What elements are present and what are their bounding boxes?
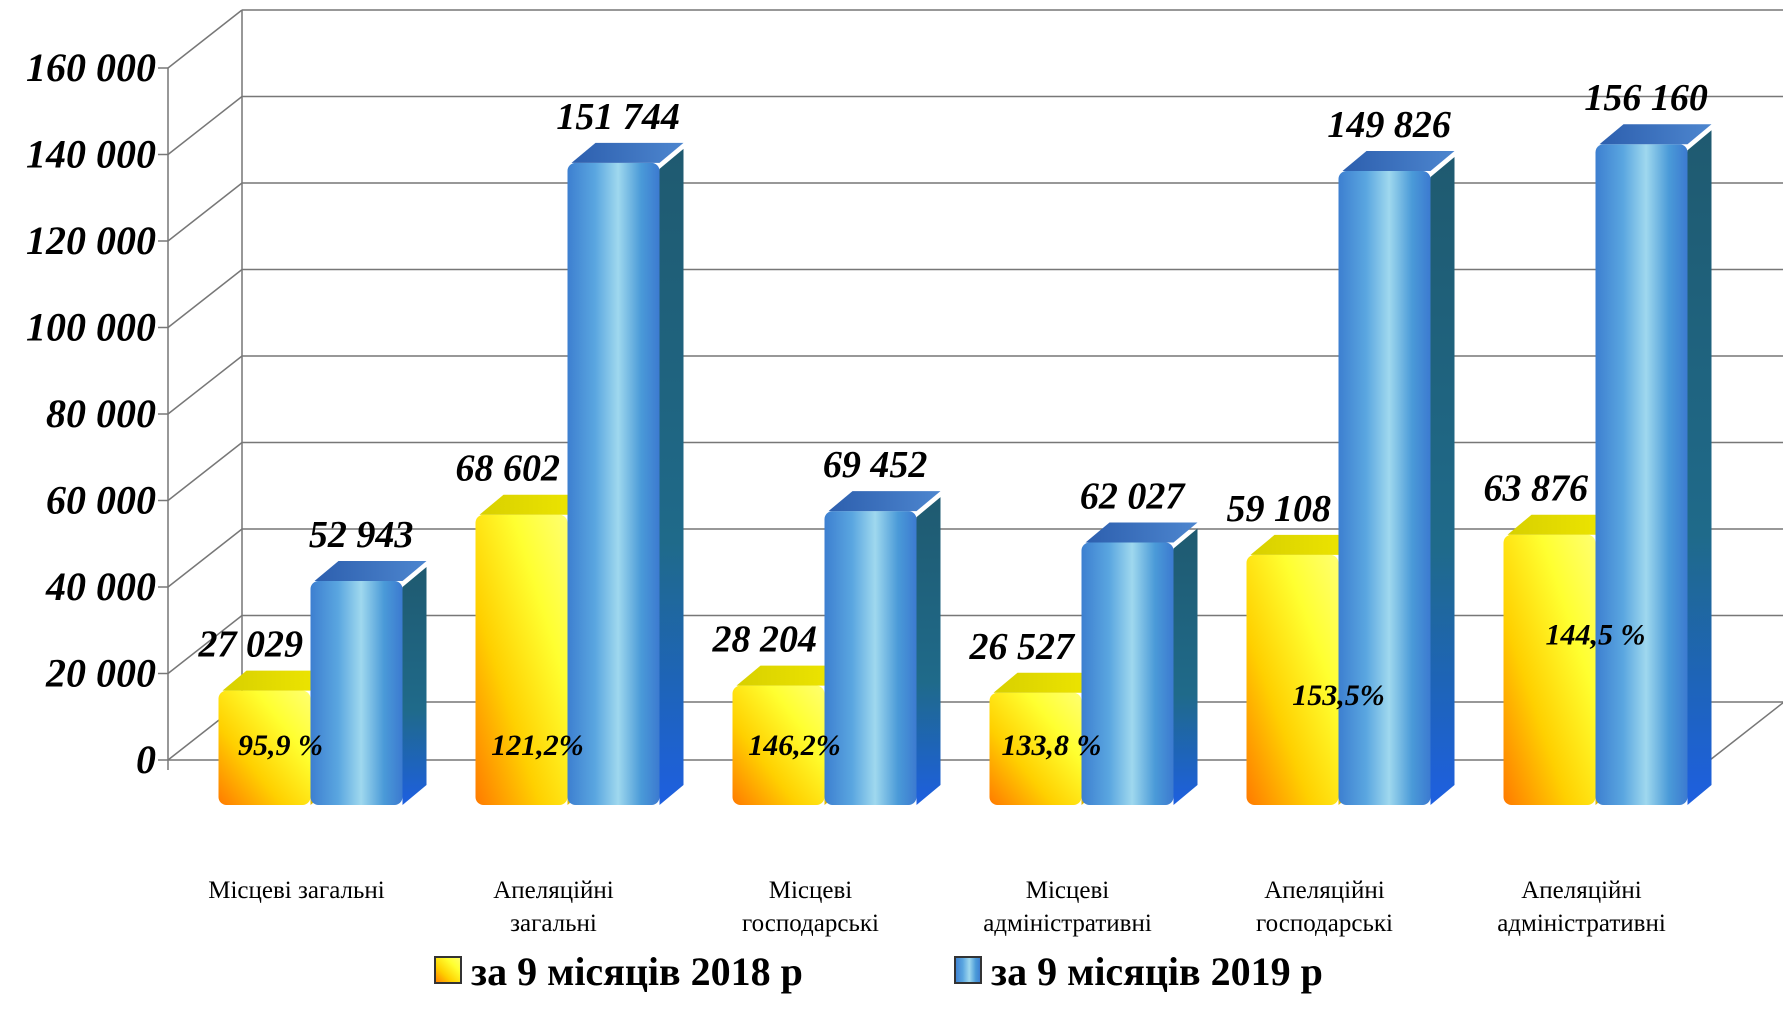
category-label: господарські (1256, 910, 1393, 937)
value-label: 69 452 (823, 444, 928, 486)
legend-swatch (434, 956, 462, 984)
value-label: 27 029 (197, 624, 303, 666)
value-label: 26 527 (968, 626, 1076, 668)
grid-diagonal (167, 614, 243, 675)
bar-front (989, 692, 1082, 805)
category-label: Місцеві (769, 877, 853, 904)
bar-top (828, 491, 941, 512)
value-label: 59 108 (1226, 488, 1331, 530)
category-label: адміністративні (983, 910, 1152, 937)
category-label: господарські (742, 910, 879, 937)
bar-front (732, 685, 825, 805)
bar-side (402, 566, 427, 805)
bar-top (222, 670, 335, 691)
value-label: 28 204 (711, 619, 817, 661)
percent-annotation: 133,8 % (1002, 729, 1102, 762)
value-label: 149 826 (1327, 104, 1451, 146)
percent-annotation: 121,2% (491, 729, 584, 762)
percent-annotation: 146,2% (748, 729, 841, 762)
bar-2019 (1338, 151, 1455, 806)
legend-swatch (954, 956, 982, 984)
category-label: Місцеві (1026, 877, 1110, 904)
value-label: 156 160 (1584, 77, 1708, 119)
y-tick-label: 20 000 (45, 651, 156, 696)
category-label: Апеляційні (1264, 877, 1385, 904)
y-tick-label: 60 000 (46, 478, 156, 523)
bar-front (475, 514, 568, 805)
bar-top (571, 142, 684, 163)
bar-top (1085, 522, 1198, 543)
bar-2019 (310, 560, 427, 805)
legend-item: за 9 місяців 2018 р (434, 949, 803, 994)
bar-side (1687, 130, 1712, 806)
percent-annotation: 144,5 % (1546, 619, 1646, 652)
bar-2019 (1595, 124, 1712, 806)
legend-label: за 9 місяців 2019 р (991, 949, 1323, 994)
value-label: 62 027 (1080, 476, 1187, 518)
y-tick-label: 80 000 (46, 391, 156, 436)
grid-diagonal (167, 268, 243, 329)
bar-front (567, 162, 660, 805)
bar-side (1430, 157, 1455, 806)
bar-top (1599, 124, 1712, 145)
grid-diagonal (167, 9, 243, 69)
category-label: Місцеві загальні (208, 877, 385, 904)
category-label: Апеляційні (493, 877, 614, 904)
value-label: 68 602 (455, 448, 560, 490)
bar-front (1338, 171, 1431, 806)
floor-edge (1709, 701, 1783, 761)
grid-diagonal (167, 528, 243, 588)
bar-front (1246, 554, 1339, 805)
value-label: 52 943 (309, 514, 414, 556)
bar-front (1081, 542, 1174, 805)
category-label: загальні (510, 910, 597, 937)
grid-diagonal (167, 95, 243, 156)
bar-top (993, 672, 1106, 693)
bar-top (736, 665, 849, 686)
category-label: Апеляційні (1521, 877, 1642, 904)
legend-item: за 9 місяців 2019 р (954, 949, 1323, 994)
y-tick-label: 140 000 (26, 132, 156, 177)
bar-front (1595, 144, 1688, 806)
bar-front (218, 690, 311, 805)
bar-2019 (824, 491, 941, 805)
value-label: 151 744 (556, 96, 680, 138)
y-tick-label: 40 000 (45, 564, 156, 609)
bar-front (1503, 534, 1596, 805)
y-tick-label: 100 000 (26, 305, 156, 350)
bar-side (659, 148, 684, 805)
grid-diagonal (167, 441, 243, 502)
category-label: адміністративні (1497, 910, 1666, 937)
bar-top (1250, 534, 1363, 555)
bar-top (479, 494, 592, 515)
bar-top (314, 560, 427, 581)
bar-side (1173, 528, 1198, 805)
bar-top (1342, 151, 1455, 172)
bar-top (1507, 514, 1620, 535)
bar-front (824, 511, 917, 805)
bar-2019 (1081, 522, 1198, 805)
y-tick-label: 120 000 (26, 218, 156, 263)
bar-front (310, 580, 403, 805)
percent-annotation: 153,5% (1292, 679, 1385, 712)
grid-diagonal (167, 355, 243, 415)
percent-annotation: 95,9 % (238, 729, 323, 762)
grid-diagonal (167, 182, 243, 242)
legend-label: за 9 місяців 2018 р (471, 949, 803, 994)
bar-2019 (567, 142, 684, 805)
bar-side (916, 497, 941, 805)
y-tick-label: 160 000 (26, 45, 156, 90)
y-tick-label: 0 (136, 737, 156, 782)
value-label: 63 876 (1483, 468, 1588, 510)
